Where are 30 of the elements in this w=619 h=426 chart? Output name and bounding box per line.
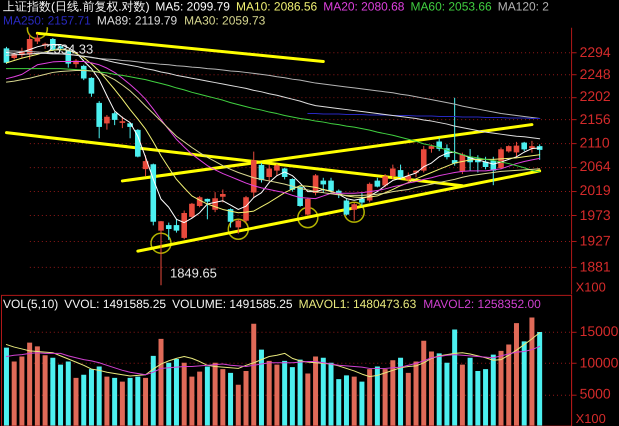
y-axis-title: X100: [576, 411, 606, 426]
text: MA5: 2099.79: [155, 0, 230, 14]
y-tick-label: 1927: [580, 232, 611, 248]
chart-title: 上证指数(日线.前复权.对数): [2, 0, 150, 14]
text: MA60: 2053.66: [410, 0, 492, 14]
y-tick-label: 2294: [580, 44, 611, 60]
y-tick-label: 5000: [580, 386, 611, 402]
text: MAVOL2: 1258352.00: [423, 296, 542, 311]
annotation: VOLUME: 1491585.25: [172, 296, 293, 311]
y-tick-label: 2202: [580, 88, 611, 104]
y-tick-label: 2156: [580, 111, 611, 128]
y-tick-label: 1881: [580, 258, 611, 275]
text: MA30: 2059.73: [184, 13, 266, 28]
text: 1849.65: [170, 265, 217, 280]
text: MAVOL1: 1480473.63: [298, 296, 417, 311]
text: MA120: 2: [498, 0, 550, 14]
text: MA89: 2119.79: [96, 13, 178, 28]
y-tick-label: 15000: [580, 322, 619, 339]
chart-title: VOL(5,10): [2, 296, 58, 311]
y-tick-label: 2019: [580, 182, 611, 198]
text: MA10: 2086.56: [236, 0, 318, 14]
y-tick-label: 2064: [580, 158, 611, 174]
y-axis-title: X100: [576, 279, 606, 294]
y-tick-label: 2110: [580, 134, 610, 150]
y-tick-label: 1973: [580, 206, 611, 223]
y-tick-label: 10000: [580, 354, 619, 370]
text: MA250: 2157.71: [2, 13, 92, 28]
y-tick-label: 2248: [580, 66, 611, 82]
text: MA20: 2080.68: [323, 0, 405, 14]
annotation: VVOL: 1491585.25: [64, 296, 166, 311]
